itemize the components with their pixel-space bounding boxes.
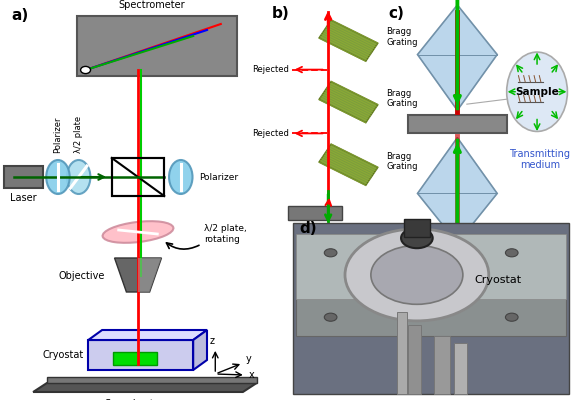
Ellipse shape bbox=[169, 160, 193, 194]
Text: Objective: Objective bbox=[59, 271, 105, 281]
Text: Sample: Sample bbox=[515, 87, 559, 97]
Text: x: x bbox=[248, 370, 254, 380]
Bar bbox=[408, 324, 421, 394]
Polygon shape bbox=[138, 258, 162, 292]
Polygon shape bbox=[319, 144, 378, 185]
Polygon shape bbox=[319, 82, 378, 123]
Text: λ/2 plate,
rotating: λ/2 plate, rotating bbox=[204, 224, 247, 244]
Text: Transmitting
medium: Transmitting medium bbox=[509, 149, 570, 170]
Text: Polarizer: Polarizer bbox=[53, 116, 63, 153]
Bar bbox=[77, 16, 237, 76]
Polygon shape bbox=[89, 330, 207, 340]
Circle shape bbox=[507, 52, 568, 132]
Polygon shape bbox=[114, 258, 162, 292]
Polygon shape bbox=[112, 158, 164, 196]
Text: Polarizer: Polarizer bbox=[199, 172, 238, 182]
Circle shape bbox=[324, 313, 337, 321]
Text: Sample stage: Sample stage bbox=[105, 399, 171, 400]
Circle shape bbox=[371, 246, 463, 304]
Circle shape bbox=[401, 228, 433, 248]
Ellipse shape bbox=[46, 160, 70, 194]
Text: Laser: Laser bbox=[302, 225, 327, 234]
Circle shape bbox=[81, 66, 90, 74]
Polygon shape bbox=[193, 330, 207, 370]
Bar bbox=[4, 166, 43, 188]
Polygon shape bbox=[319, 20, 378, 61]
Polygon shape bbox=[417, 5, 497, 110]
Ellipse shape bbox=[67, 160, 90, 194]
Bar bbox=[296, 234, 566, 299]
Polygon shape bbox=[288, 206, 342, 220]
Text: c): c) bbox=[388, 6, 404, 21]
Text: Cryostat: Cryostat bbox=[474, 275, 522, 286]
Bar bbox=[112, 158, 164, 196]
Text: y: y bbox=[246, 354, 251, 364]
Text: Rejected: Rejected bbox=[252, 129, 289, 138]
Text: Spectrometer: Spectrometer bbox=[118, 0, 185, 10]
Polygon shape bbox=[33, 383, 256, 392]
Text: Laser: Laser bbox=[10, 193, 37, 203]
Bar bbox=[408, 114, 507, 134]
Text: Bragg
Grating: Bragg Grating bbox=[386, 89, 418, 108]
Text: Cryostat: Cryostat bbox=[43, 350, 84, 360]
Bar bbox=[113, 352, 158, 365]
Bar bbox=[89, 340, 193, 370]
Text: Rejected: Rejected bbox=[252, 65, 289, 74]
Bar bbox=[434, 336, 450, 394]
Circle shape bbox=[505, 313, 518, 321]
Text: z: z bbox=[210, 336, 215, 346]
Bar bbox=[112, 158, 164, 196]
Polygon shape bbox=[417, 138, 497, 243]
Bar bbox=[454, 343, 467, 394]
Circle shape bbox=[324, 249, 337, 257]
Bar bbox=[397, 312, 407, 394]
Text: a): a) bbox=[11, 8, 28, 23]
Circle shape bbox=[505, 249, 518, 257]
Ellipse shape bbox=[102, 221, 174, 243]
Text: b): b) bbox=[271, 6, 289, 21]
Bar bbox=[296, 234, 566, 336]
Text: d): d) bbox=[299, 220, 317, 236]
Text: Bragg
Grating: Bragg Grating bbox=[386, 152, 418, 171]
Text: λ/2 plate: λ/2 plate bbox=[74, 116, 83, 153]
Text: Pressure: Pressure bbox=[435, 253, 480, 263]
Bar bbox=[404, 219, 430, 237]
Circle shape bbox=[345, 229, 489, 321]
Text: Bragg
Grating: Bragg Grating bbox=[386, 28, 418, 47]
Polygon shape bbox=[47, 377, 256, 383]
